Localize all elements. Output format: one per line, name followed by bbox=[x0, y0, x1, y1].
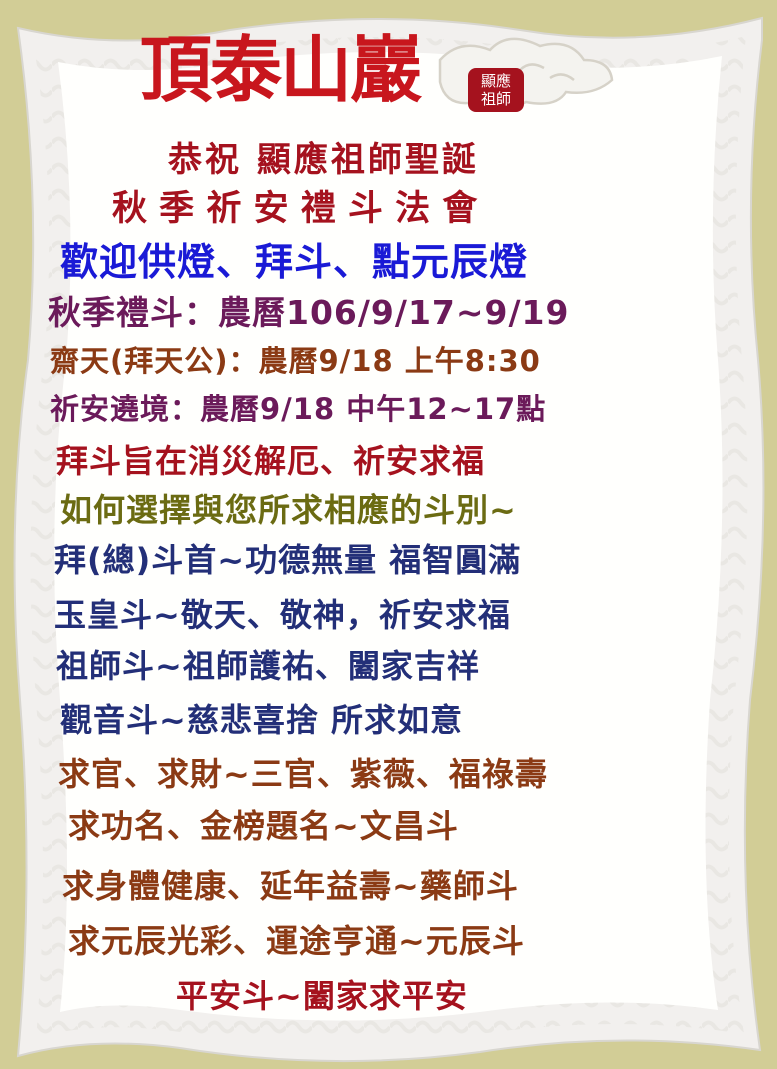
ritual-event-title: 秋 季 祈 安 禮 斗 法 會 bbox=[112, 189, 478, 229]
autumn-ritual-date: 秋季禮斗：農曆106/9/17~9/19 bbox=[48, 293, 570, 332]
seal-line-2: 祖師 bbox=[480, 90, 511, 108]
patriarch-dou-item: 祖師斗~祖師護祐、闔家吉祥 bbox=[56, 647, 480, 685]
wealth-office-item: 求官、求財~三官、紫薇、福祿壽 bbox=[58, 755, 548, 793]
welcome-banner: 歡迎供燈、拜斗、點元辰燈 bbox=[60, 240, 529, 284]
health-item: 求身體健康、延年益壽~藥師斗 bbox=[62, 867, 519, 905]
heaven-worship-time: 齋天(拜天公)：農曆9/18 上午8:30 bbox=[50, 344, 541, 378]
jade-emperor-dou-item: 玉皇斗~敬天、敬神，祈安求福 bbox=[54, 596, 511, 634]
scholarship-item: 求功名、金榜題名~文昌斗 bbox=[68, 807, 459, 845]
chief-dou-item: 拜(總)斗首~功德無量 福智圓滿 bbox=[54, 541, 522, 579]
procession-time: 祈安遶境：農曆9/18 中午12~17點 bbox=[50, 392, 547, 426]
purpose-statement: 拜斗旨在消災解厄、祈安求福 bbox=[56, 442, 486, 480]
guanyin-dou-item: 觀音斗~慈悲喜捨 所求如意 bbox=[60, 701, 463, 739]
seal-stamp: 顯應 祖師 bbox=[468, 68, 524, 112]
selection-prompt: 如何選擇與您所求相應的斗別~ bbox=[60, 491, 517, 529]
celebration-title: 恭祝 顯應祖師聖誕 bbox=[168, 140, 479, 180]
seal-line-1: 顯應 bbox=[480, 72, 511, 90]
temple-name-logo: 頂泰山巖 bbox=[140, 27, 422, 112]
yuanchen-item: 求元辰光彩、運途亨通~元辰斗 bbox=[68, 922, 525, 960]
peace-dou-item: 平安斗~闔家求平安 bbox=[176, 977, 468, 1015]
